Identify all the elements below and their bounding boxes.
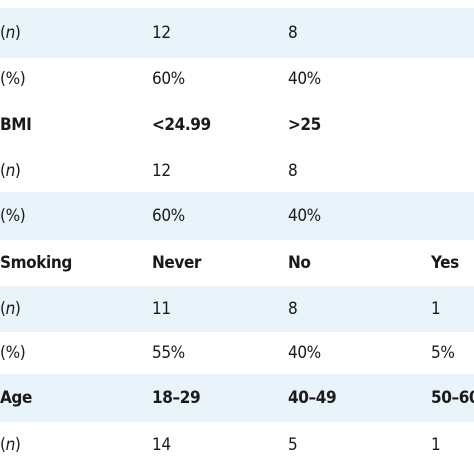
- table-cell: 40%: [288, 69, 321, 89]
- table-row: (n) 12 8: [0, 8, 474, 58]
- table-cell: 40%: [288, 343, 321, 363]
- section-header-row: Age 18–29 40–49 50–60: [0, 374, 474, 422]
- table-cell: Never: [152, 253, 202, 273]
- table-cell: 12: [152, 161, 171, 181]
- table-cell: 55%: [152, 343, 185, 363]
- n-symbol: n: [5, 435, 16, 455]
- row-label: (n): [0, 435, 21, 455]
- table-cell: 60%: [152, 206, 185, 226]
- table-cell: 12: [152, 23, 171, 43]
- table-cell: <24.99: [152, 115, 211, 135]
- table-row: (%) 55% 40% 5%: [0, 332, 474, 374]
- table-row: (n) 12 8: [0, 150, 474, 192]
- row-label: (n): [0, 299, 21, 319]
- table-cell: 1: [431, 435, 441, 455]
- n-symbol: n: [5, 299, 16, 319]
- section-label: Age: [0, 388, 32, 408]
- table-cell: 8: [288, 161, 298, 181]
- table-row: (n) 14 5 1: [0, 422, 474, 468]
- row-label: (%): [0, 343, 26, 363]
- table-cell: 14: [152, 435, 171, 455]
- row-label: (n): [0, 23, 21, 43]
- table-cell: 8: [288, 299, 298, 319]
- row-label: (%): [0, 69, 26, 89]
- table-cell: 40–49: [288, 388, 337, 408]
- table-cell: >25: [288, 115, 321, 135]
- table-cell: 60%: [152, 69, 185, 89]
- n-symbol: n: [5, 161, 16, 181]
- table-cell: 5: [288, 435, 298, 455]
- table-row: (n) 11 8 1: [0, 286, 474, 332]
- table-cell: 1: [431, 299, 441, 319]
- table-cell: 8: [288, 23, 298, 43]
- table-row: (%) 60% 40%: [0, 192, 474, 240]
- section-header-row: BMI <24.99 >25: [0, 100, 474, 150]
- section-label: Smoking: [0, 253, 72, 273]
- section-header-row: Smoking Never No Yes: [0, 240, 474, 286]
- section-label: BMI: [0, 115, 32, 135]
- table-cell: 18–29: [152, 388, 201, 408]
- n-symbol: n: [5, 23, 16, 43]
- table-row: (%) 60% 40%: [0, 58, 474, 100]
- table-cell: 5%: [431, 343, 455, 363]
- table-cell: 50–60: [431, 388, 474, 408]
- table-cell: Yes: [431, 253, 459, 273]
- row-label: (%): [0, 206, 26, 226]
- table-cell: 40%: [288, 206, 321, 226]
- table-cell: 11: [152, 299, 171, 319]
- row-label: (n): [0, 161, 21, 181]
- table-cell: No: [288, 253, 311, 273]
